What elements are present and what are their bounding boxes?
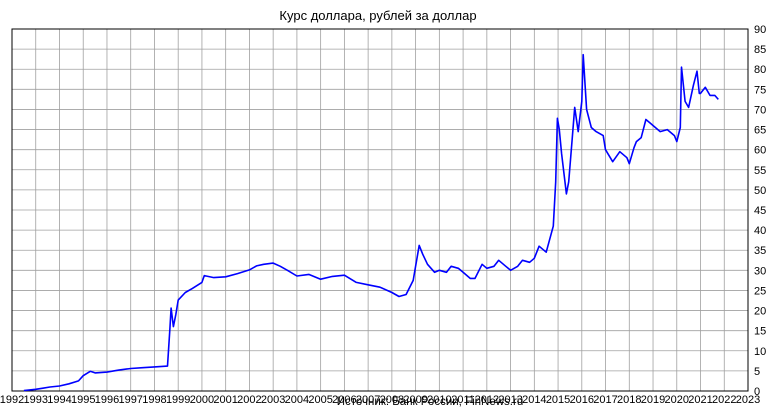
- y-tick-label: 45: [754, 205, 766, 217]
- x-tick-label: 2009: [403, 394, 427, 406]
- y-tick-label: 80: [754, 64, 766, 76]
- y-tick-label: 30: [754, 265, 766, 277]
- x-tick-label: 2016: [570, 394, 594, 406]
- y-tick-label: 85: [754, 44, 766, 56]
- x-tick-label: 2022: [712, 394, 736, 406]
- y-tick-label: 5: [754, 366, 760, 378]
- y-tick-label: 65: [754, 125, 766, 137]
- y-tick-label: 0: [754, 386, 760, 398]
- series: [23, 53, 719, 392]
- y-axis: 0 5 10 15 20 25 30 35 40 45 50 55 60 65 70 75 80 85 90: [754, 24, 766, 398]
- y-tick-label: 90: [754, 24, 766, 36]
- x-tick-label: 2015: [546, 394, 570, 406]
- x-tick-label: 2018: [617, 394, 641, 406]
- x-tick-label: 1995: [71, 394, 95, 406]
- x-tick-label: 2020: [665, 394, 689, 406]
- x-tick-label: 1997: [118, 394, 142, 406]
- x-tick-label: 1996: [95, 394, 119, 406]
- x-tick-label: 2017: [593, 394, 617, 406]
- plot-frame: [11, 28, 749, 392]
- y-tick-label: 15: [754, 326, 766, 338]
- x-tick-label: 2004: [285, 394, 309, 406]
- x-tick-label: 2012: [475, 394, 499, 406]
- x-tick-label: 2002: [237, 394, 261, 406]
- x-tick-label: 2023: [736, 394, 760, 406]
- x-tick-label: 2019: [641, 394, 665, 406]
- y-tick-label: 75: [754, 84, 766, 96]
- x-tick-label: 2007: [356, 394, 380, 406]
- x-tick-label: 2001: [213, 394, 237, 406]
- x-tick-label: 2013: [498, 394, 522, 406]
- y-tick-label: 10: [754, 346, 766, 358]
- x-tick-label: 2005: [308, 394, 332, 406]
- x-tick-label: 1999: [166, 394, 190, 406]
- y-tick-label: 50: [754, 185, 766, 197]
- y-tick-label: 40: [754, 225, 766, 237]
- x-tick-label: 1998: [142, 394, 166, 406]
- grid: [11, 28, 749, 392]
- y-tick-label: 35: [754, 245, 766, 257]
- x-tick-label: 2021: [688, 394, 712, 406]
- series-line-0: [23, 53, 719, 392]
- y-tick-label: 20: [754, 306, 766, 318]
- x-tick-label: 2010: [427, 394, 451, 406]
- x-axis: 1992 1993 1994 1995 1996 1997 1998 1999 2000 2001…: [0, 394, 760, 406]
- x-tick-label: 1992: [0, 394, 24, 406]
- y-tick-label: 55: [754, 165, 766, 177]
- x-tick-label: 1994: [47, 394, 71, 406]
- y-tick-label: 70: [754, 104, 766, 116]
- x-tick-label: 2003: [261, 394, 285, 406]
- x-tick-label: 2014: [522, 394, 546, 406]
- x-tick-label: 1993: [23, 394, 47, 406]
- x-tick-label: 2011: [451, 394, 475, 406]
- x-tick-label: 2006: [332, 394, 356, 406]
- x-tick-label: 2008: [380, 394, 404, 406]
- y-tick-label: 60: [754, 145, 766, 157]
- chart-title: Курс доллара, рублей за доллар: [279, 8, 476, 23]
- x-tick-label: 2000: [190, 394, 214, 406]
- y-tick-label: 25: [754, 285, 766, 297]
- source-note: Источник: Банк России, FinNews.ru: [337, 396, 523, 408]
